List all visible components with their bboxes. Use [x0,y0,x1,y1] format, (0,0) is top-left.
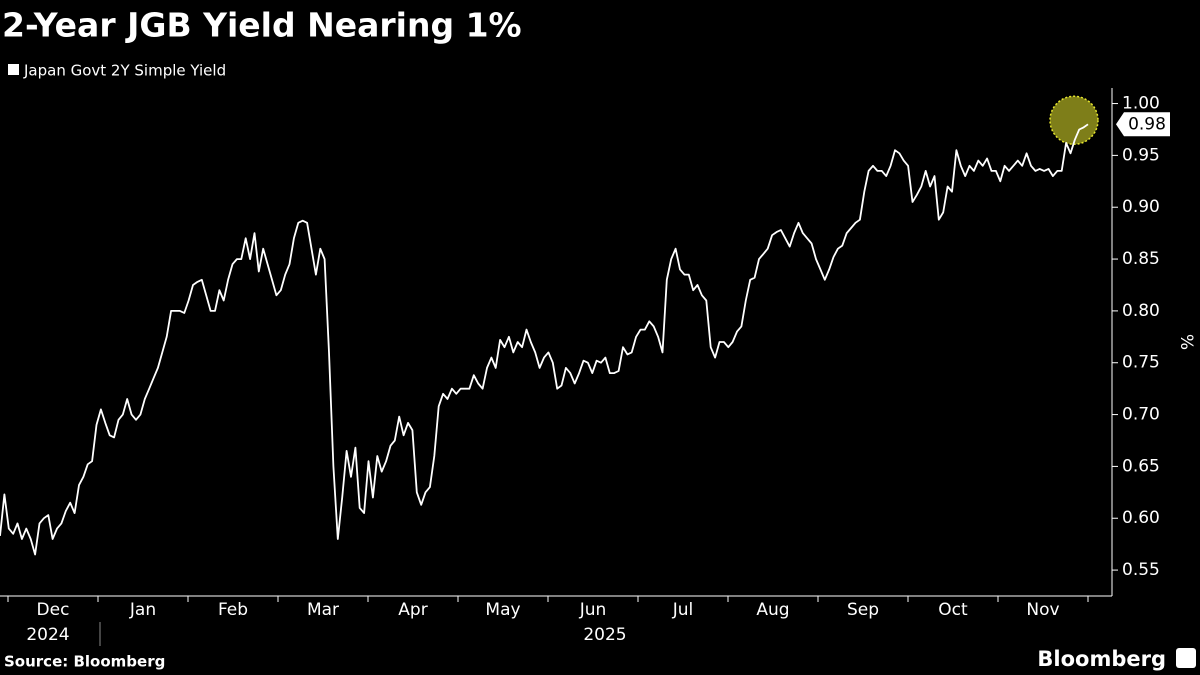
y-tick-label: 1.00 [1122,94,1160,114]
x-tick-label: Jun [579,600,607,620]
x-tick-label: Feb [218,600,248,620]
x-tick-label: Jul [672,600,694,620]
chart-title: 2-Year JGB Yield Nearing 1% [2,6,522,45]
x-tick-label: Aug [756,600,789,620]
last-value-label: 0.98 [1128,114,1166,134]
line [0,123,1089,556]
y-tick-label: 0.65 [1122,456,1160,476]
y-tick-label: 0.75 [1122,353,1160,373]
x-tick-label: Dec [37,600,70,620]
last-value-box [1116,112,1170,137]
y-tick-label: 0.85 [1122,249,1160,269]
x-tick-label: Oct [938,600,968,620]
y-tick-label: 0.80 [1122,301,1160,321]
x-tick-label: Mar [307,600,339,620]
x-year-label: 2024 [26,625,69,645]
x-tick-label: Jan [129,600,156,620]
x-tick-label: May [485,600,520,620]
x-tick-label: Nov [1026,600,1059,620]
y-tick-label: 0.55 [1122,560,1160,580]
brand: Bloomberg [1037,647,1166,671]
legend-swatch [8,64,19,75]
brand-icon [1176,648,1196,668]
source: Source: Bloomberg [4,653,165,671]
legend-label: Japan Govt 2Y Simple Yield [23,62,226,80]
x-tick-label: Sep [847,600,879,620]
y-tick-label: 0.95 [1122,145,1160,165]
y-tick-label: 0.90 [1122,197,1160,217]
highlight-circle [1049,95,1099,146]
y-axis-label: % [1176,334,1196,350]
y-tick-label: 0.60 [1122,508,1160,528]
x-year-label: 2025 [583,625,626,645]
x-tick-label: Apr [398,600,427,620]
y-tick-label: 0.70 [1122,405,1160,425]
